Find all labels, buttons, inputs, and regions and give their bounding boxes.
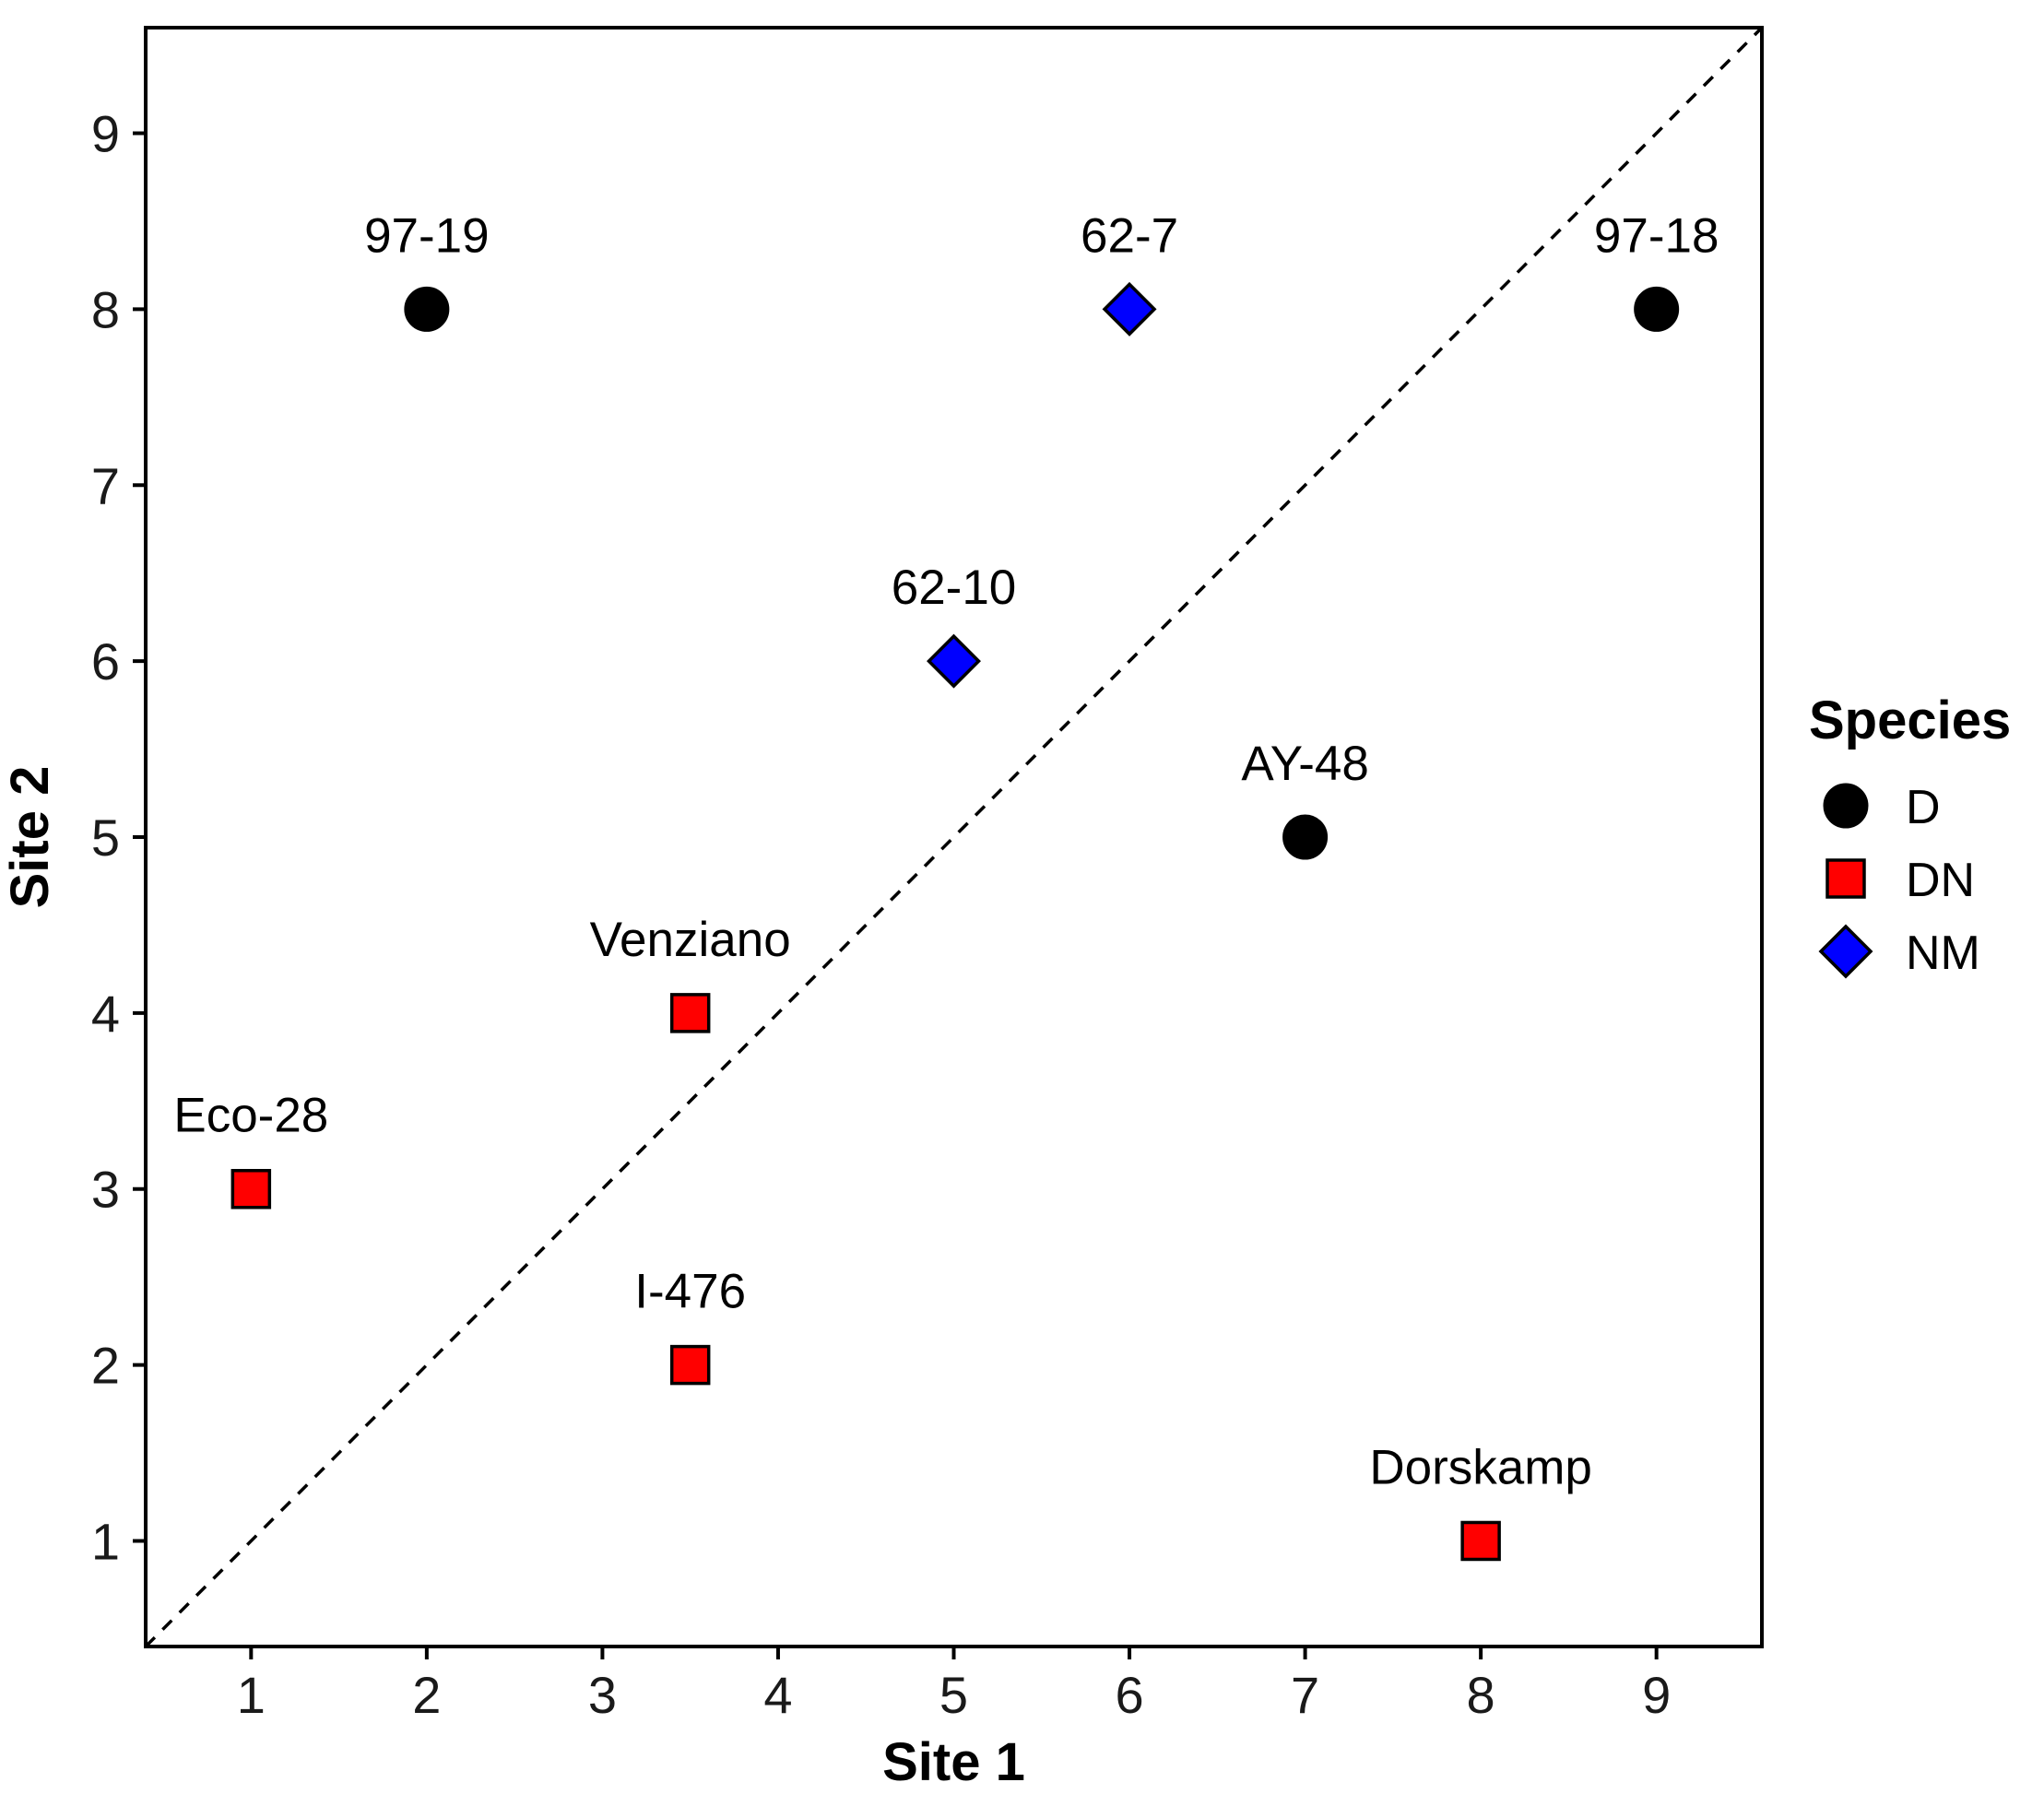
x-tick-label: 1 xyxy=(237,1666,266,1724)
y-tick-label: 2 xyxy=(91,1337,120,1395)
legend-title: Species xyxy=(1809,691,2011,750)
data-point-square xyxy=(669,1344,711,1386)
data-point-label: 97-18 xyxy=(1594,208,1719,263)
data-point-label: Eco-28 xyxy=(173,1089,328,1143)
y-tick-label: 1 xyxy=(91,1512,120,1570)
data-point-group: 97-19 xyxy=(364,208,490,332)
x-tick-label: 2 xyxy=(412,1666,441,1724)
legend: Species D DN NM xyxy=(1809,691,2011,980)
y-tick-label: 5 xyxy=(91,809,120,867)
plot-layer: 97-19 62-7 97-18 62-10 AY-48 Venziano Eco-28 I-… xyxy=(144,26,1764,1648)
x-tick-label: 5 xyxy=(939,1666,968,1724)
data-point-group: Eco-28 xyxy=(173,1089,328,1210)
x-tick-label: 4 xyxy=(763,1666,792,1724)
y-tick-label: 9 xyxy=(91,105,120,163)
legend-label: NM xyxy=(1906,927,1980,980)
x-tick-label: 9 xyxy=(1642,1666,1671,1724)
x-tick-label: 6 xyxy=(1115,1666,1143,1724)
data-point-group: 62-10 xyxy=(892,561,1017,689)
x-axis-title: Site 1 xyxy=(882,1732,1025,1792)
legend-label: DN xyxy=(1906,854,1975,907)
data-point-group: Venziano xyxy=(590,913,791,1033)
identity-reference-line xyxy=(144,26,1764,1648)
data-point-square xyxy=(230,1168,272,1210)
data-point-group: AY-48 xyxy=(1241,737,1369,860)
data-point-diamond xyxy=(1102,281,1157,336)
x-tick-label: 8 xyxy=(1467,1666,1495,1724)
data-point-circle xyxy=(1282,814,1329,860)
y-tick-label: 4 xyxy=(91,985,120,1043)
data-point-square xyxy=(1460,1520,1501,1562)
y-tick-label: 3 xyxy=(91,1161,120,1219)
legend-marker-square xyxy=(1825,858,1866,899)
data-point-group: I-476 xyxy=(634,1265,746,1386)
x-tick-label: 7 xyxy=(1291,1666,1319,1724)
legend-marker-circle xyxy=(1823,783,1869,829)
data-point-square xyxy=(669,993,711,1033)
data-point-label: Dorskamp xyxy=(1369,1440,1592,1494)
data-point-label: I-476 xyxy=(634,1265,746,1319)
data-point-diamond xyxy=(927,633,981,689)
legend-label: D xyxy=(1906,781,1941,834)
data-point-label: 97-19 xyxy=(364,208,490,263)
data-point-group: 62-7 xyxy=(1081,208,1178,336)
data-point-label: 62-10 xyxy=(892,561,1017,615)
data-point-group: Dorskamp xyxy=(1369,1440,1592,1562)
data-point-group: 97-18 xyxy=(1594,208,1719,332)
axis-layer: 1 2 3 4 5 6 7 8 9 1 2 3 4 5 6 7 8 9 xyxy=(91,105,1671,1724)
legend-marker-diamond xyxy=(1818,924,1873,979)
x-tick-label: 3 xyxy=(588,1666,617,1724)
data-point-circle xyxy=(404,286,450,332)
data-point-circle xyxy=(1634,286,1680,332)
y-tick-label: 7 xyxy=(91,456,120,514)
data-point-label: Venziano xyxy=(590,913,791,967)
y-tick-label: 6 xyxy=(91,632,120,691)
data-point-label: 62-7 xyxy=(1081,208,1178,263)
y-tick-label: 8 xyxy=(91,280,120,338)
data-point-label: AY-48 xyxy=(1241,737,1369,791)
y-axis-title: Site 2 xyxy=(0,766,60,909)
